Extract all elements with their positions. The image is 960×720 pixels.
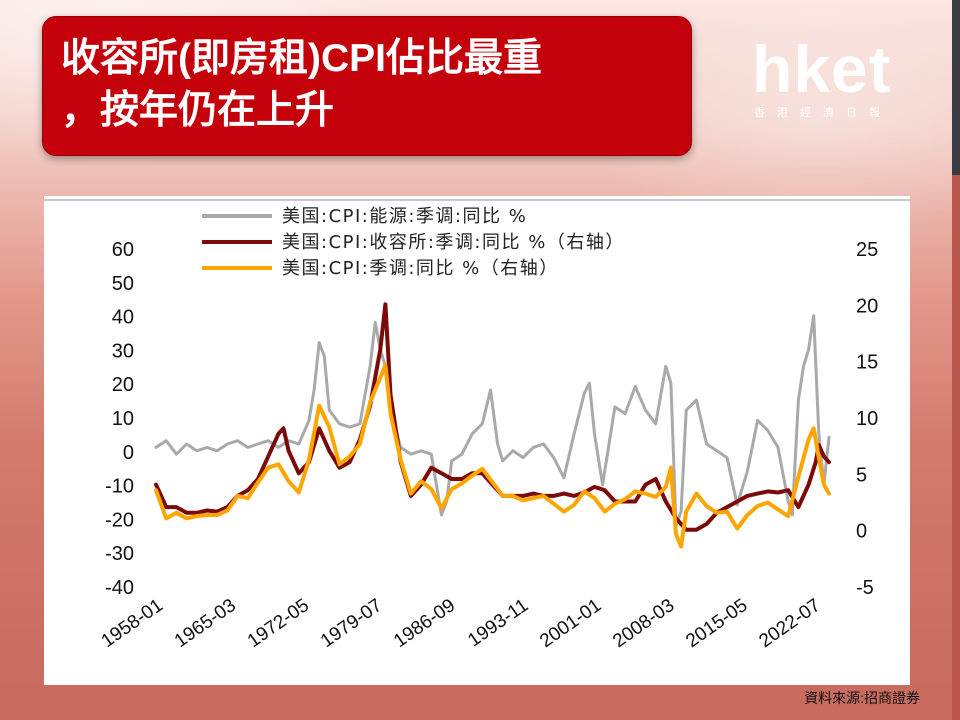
left-axis-tick-label-0: 60 [112, 239, 134, 261]
right-axis-tick-label-4: 5 [856, 464, 867, 486]
hket-logo: hket 香港經濟日報 [752, 36, 922, 126]
right-axis-tick-label-2: 15 [856, 352, 878, 374]
cpi-series-line [154, 363, 831, 549]
x-axis-tick-label-6: 2001-01 [536, 595, 605, 652]
source-note: 資料來源:招商證券 [804, 690, 920, 706]
x-axis-tick-label-2: 1972-05 [244, 595, 313, 652]
x-axis-tick-label-7: 2008-03 [609, 595, 678, 652]
headline-line-1: 收容所(即房租)CPI佔比最重 [61, 37, 542, 80]
legend-label-2: 美国:CPI:季调:同比 %（右轴） [282, 258, 559, 279]
x-axis-tick-label-1: 1965-03 [171, 595, 240, 652]
headline-box: 收容所(即房租)CPI佔比最重 ，按年仍在上升 [42, 16, 692, 156]
x-axis-tick-label-5: 1993-11 [464, 595, 532, 651]
cpi-chart: 6050403020100-10-20-30-402520151050-5195… [44, 199, 910, 652]
left-axis-tick-label-10: -40 [105, 577, 134, 599]
left-axis-tick-label-1: 50 [112, 273, 134, 295]
top-right-edge-bar [952, 0, 960, 175]
energy-series-line [154, 314, 831, 527]
x-axis-tick-label-9: 2022-07 [755, 595, 824, 652]
x-axis-tick-label-0: 1958-01 [98, 595, 167, 652]
logo-subtitle: 香港經濟日報 [754, 107, 892, 119]
left-axis-tick-label-9: -30 [105, 543, 134, 565]
legend-label-1: 美国:CPI:收容所:季调:同比 %（右轴） [282, 232, 625, 253]
left-axis-tick-label-2: 40 [112, 307, 134, 329]
left-axis-tick-label-4: 20 [112, 374, 134, 396]
logo-brand: hket [752, 32, 892, 106]
left-axis-tick-label-6: 0 [123, 442, 134, 464]
x-axis-tick-label-4: 1986-09 [390, 595, 459, 652]
left-axis-tick-label-5: 10 [112, 408, 134, 430]
x-axis-tick-label-3: 1979-07 [317, 595, 386, 652]
right-edge-strip [952, 175, 960, 720]
right-axis-tick-label-6: -5 [856, 577, 874, 599]
right-axis-tick-label-0: 25 [856, 239, 878, 261]
left-axis-tick-label-8: -20 [105, 509, 134, 531]
x-axis-tick-label-8: 2015-05 [682, 595, 751, 652]
right-axis-tick-label-1: 20 [856, 295, 878, 317]
headline-line-2: ，按年仍在上升 [61, 89, 335, 132]
chart-panel: 60 50 40 30 20 10 0 -10 -20 -30 -40 25 20 15 10 5 0 -5 195… [44, 196, 910, 685]
legend-label-0: 美国:CPI:能源:季调:同比 % [282, 206, 527, 227]
left-axis-tick-label-7: -10 [105, 476, 134, 498]
right-axis-tick-label-5: 0 [856, 521, 867, 543]
right-axis-tick-label-3: 10 [856, 408, 878, 430]
shelter-series-line [154, 302, 831, 532]
left-axis-tick-label-3: 30 [112, 340, 134, 362]
